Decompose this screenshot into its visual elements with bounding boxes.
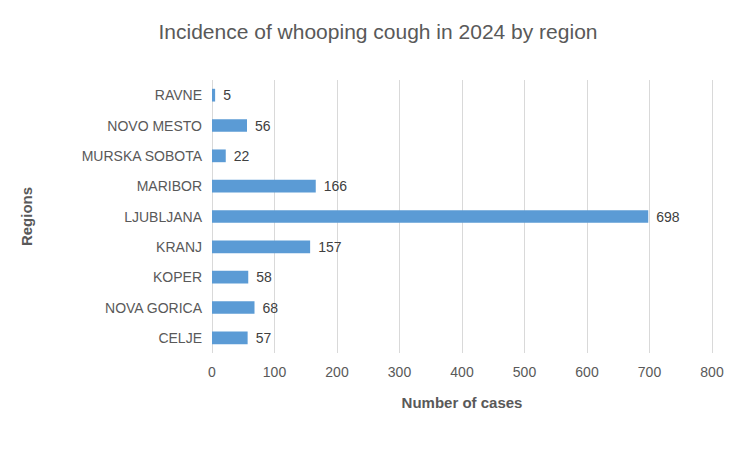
svg-text:KRANJ: KRANJ <box>156 239 202 255</box>
svg-text:57: 57 <box>256 330 272 346</box>
svg-text:5: 5 <box>223 87 231 103</box>
svg-text:200: 200 <box>325 364 349 380</box>
svg-text:Incidence of whooping cough in: Incidence of whooping cough in 2024 by r… <box>159 20 598 43</box>
svg-text:166: 166 <box>324 178 348 194</box>
svg-text:68: 68 <box>263 300 279 316</box>
svg-text:Regions: Regions <box>18 187 35 246</box>
svg-text:58: 58 <box>256 269 272 285</box>
svg-text:KOPER: KOPER <box>153 269 202 285</box>
svg-text:NOVA GORICA: NOVA GORICA <box>105 300 203 316</box>
svg-text:698: 698 <box>656 209 680 225</box>
svg-text:Number of cases: Number of cases <box>402 394 523 411</box>
svg-text:NOVO MESTO: NOVO MESTO <box>107 118 202 134</box>
svg-text:RAVNE: RAVNE <box>155 87 202 103</box>
svg-text:700: 700 <box>638 364 662 380</box>
svg-text:500: 500 <box>513 364 537 380</box>
svg-text:157: 157 <box>318 239 342 255</box>
svg-text:0: 0 <box>208 364 216 380</box>
svg-text:600: 600 <box>575 364 599 380</box>
svg-text:400: 400 <box>450 364 474 380</box>
svg-text:300: 300 <box>388 364 412 380</box>
svg-text:LJUBLJANA: LJUBLJANA <box>124 209 202 225</box>
svg-text:56: 56 <box>255 118 271 134</box>
svg-text:100: 100 <box>263 364 287 380</box>
svg-text:800: 800 <box>700 364 724 380</box>
svg-text:22: 22 <box>234 148 250 164</box>
svg-text:MARIBOR: MARIBOR <box>137 178 202 194</box>
svg-text:CELJE: CELJE <box>158 330 202 346</box>
svg-text:MURSKA SOBOTA: MURSKA SOBOTA <box>82 148 203 164</box>
